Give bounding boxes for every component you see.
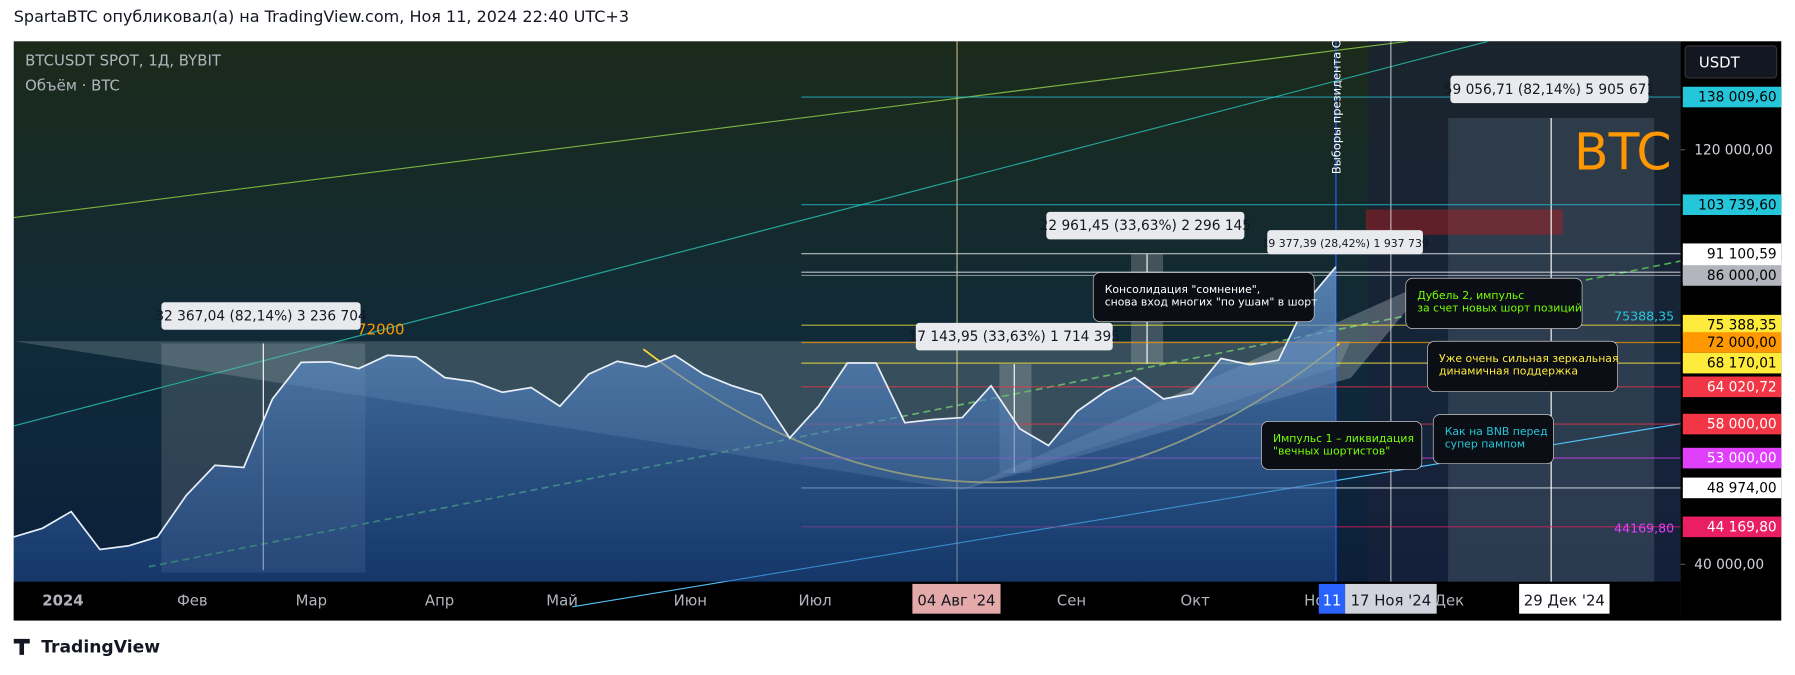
time-label: Фев: [177, 592, 208, 610]
price-series: [13, 266, 1337, 582]
level-badge: [1682, 413, 1782, 435]
logo: [13, 638, 30, 655]
note-text: "вечных шортистов": [1273, 445, 1390, 458]
time-marker: [1519, 583, 1610, 614]
level-label: 75 388,35: [1707, 318, 1777, 334]
time-marker-label: 29 Дек '24: [1524, 592, 1605, 610]
note-box: [1405, 277, 1583, 329]
annotations: 32 367,04 (82,14%) 3 236 704 17 143,95 (3…: [155, 75, 1655, 470]
level-label: 138 009,60: [1698, 90, 1777, 106]
level-badge: [1682, 314, 1782, 336]
time-marker-label: 17 Ноя '24: [1351, 592, 1432, 610]
measure-label: 22 961,45 (33,63%) 2 296 145: [1040, 218, 1251, 234]
level-badge: [1682, 243, 1782, 265]
note-text: Уже очень сильная зеркальная: [1439, 352, 1619, 365]
note-box: [1432, 414, 1554, 465]
level-badge: [1682, 376, 1782, 398]
level-label: 86 000,00: [1707, 268, 1777, 284]
note-box: [1092, 272, 1315, 323]
level-badge: [1682, 265, 1782, 286]
measure-box: [1450, 75, 1649, 104]
volume-label: Объём · BTC: [25, 77, 120, 95]
level-label: 91 100,59: [1707, 246, 1777, 262]
y-tick-label: 120 000,00: [1694, 142, 1773, 158]
level-badge: [1682, 194, 1782, 216]
time-label: Дек: [1434, 592, 1464, 610]
level-badge: [1682, 477, 1782, 499]
measure-box: [1267, 230, 1423, 255]
measure-label: 59 056,71 (82,14%) 5 905 671: [1444, 82, 1655, 98]
symbol: BTCUSDT SPOT, 1Д, BYBIT: [25, 51, 222, 69]
annotation: 75388,35: [1614, 309, 1674, 324]
time-labels: 2024ФевМарАпрМайИюнИюлСенОктНояДек04 Авг…: [42, 583, 1610, 614]
level-badge: [1682, 86, 1782, 108]
measure-box: [1046, 211, 1245, 240]
measure-box: [915, 322, 1113, 351]
price-area: [13, 266, 1336, 582]
note-text: Импульс 1 – ликвидация: [1273, 432, 1414, 445]
time-marker-label: 04 Авг '24: [917, 592, 995, 610]
trendline: [13, 40, 1489, 427]
note-box: [1427, 340, 1618, 392]
level-label: 48 974,00: [1707, 480, 1777, 496]
level-badge: [1682, 447, 1782, 469]
trendline: [13, 40, 1409, 219]
time-label: Мар: [296, 592, 327, 610]
note-text: динамичная поддержка: [1439, 364, 1578, 377]
note-text: Как на BNB перед: [1445, 425, 1548, 438]
note-text: за счет новых шорт позиций: [1417, 301, 1582, 314]
time-marker: [1345, 583, 1437, 614]
time-label: Май: [546, 592, 578, 610]
level-badge: [1682, 332, 1782, 353]
level-badge: [1682, 352, 1782, 374]
y-tick-label: 40 000,00: [1694, 557, 1764, 573]
measure-box: [161, 302, 361, 330]
annotation: 44169,80: [1614, 520, 1674, 535]
level-label: 53 000,00: [1707, 451, 1777, 467]
time-label: Окт: [1180, 592, 1210, 610]
time-marker: [1318, 583, 1346, 614]
annotation: 72000: [357, 320, 404, 338]
level-label: 103 739,60: [1698, 197, 1777, 213]
note-text: супер пампом: [1445, 438, 1525, 451]
trendline: [148, 260, 1681, 568]
time-label: Июн: [674, 592, 707, 610]
level-badge: [1682, 516, 1782, 538]
annotation: Выборы президента США: [1330, 20, 1344, 174]
note-text: Дубель 2, импульс: [1417, 289, 1524, 302]
price-line: [13, 266, 1337, 551]
time-label: Сен: [1057, 592, 1086, 610]
time-label: 2024: [42, 592, 83, 610]
watermark: BTC: [1574, 123, 1672, 182]
level-label: 58 000,00: [1707, 417, 1777, 433]
level-label: 64 020,72: [1707, 379, 1777, 395]
header: SpartaBTC опубликовал(а) на TradingView.…: [14, 7, 629, 26]
measure-label: 32 367,04 (82,14%) 3 236 704: [155, 309, 366, 325]
note-text: Консолидация "сомнение",: [1105, 283, 1261, 296]
time-marker-label: 11: [1322, 592, 1341, 610]
currency[interactable]: USDT: [1699, 54, 1741, 72]
currency-button[interactable]: [1684, 45, 1778, 79]
time-marker: [912, 583, 1001, 614]
note-box: [1261, 421, 1423, 470]
footer-brand: TradingView: [41, 638, 160, 658]
level-label: 44 169,80: [1707, 519, 1777, 535]
measure-label: 19 377,39 (28,42%) 1 937 739: [1261, 237, 1428, 250]
measure-label: 17 143,95 (33,63%) 1 714 395: [909, 329, 1120, 345]
level-label: 68 170,01: [1707, 356, 1777, 372]
level-label: 72 000,00: [1707, 335, 1777, 351]
note-text: снова вход многих "по ушам" в шорт: [1105, 296, 1318, 309]
time-label: Апр: [425, 592, 454, 610]
time-label: Июл: [798, 592, 831, 610]
